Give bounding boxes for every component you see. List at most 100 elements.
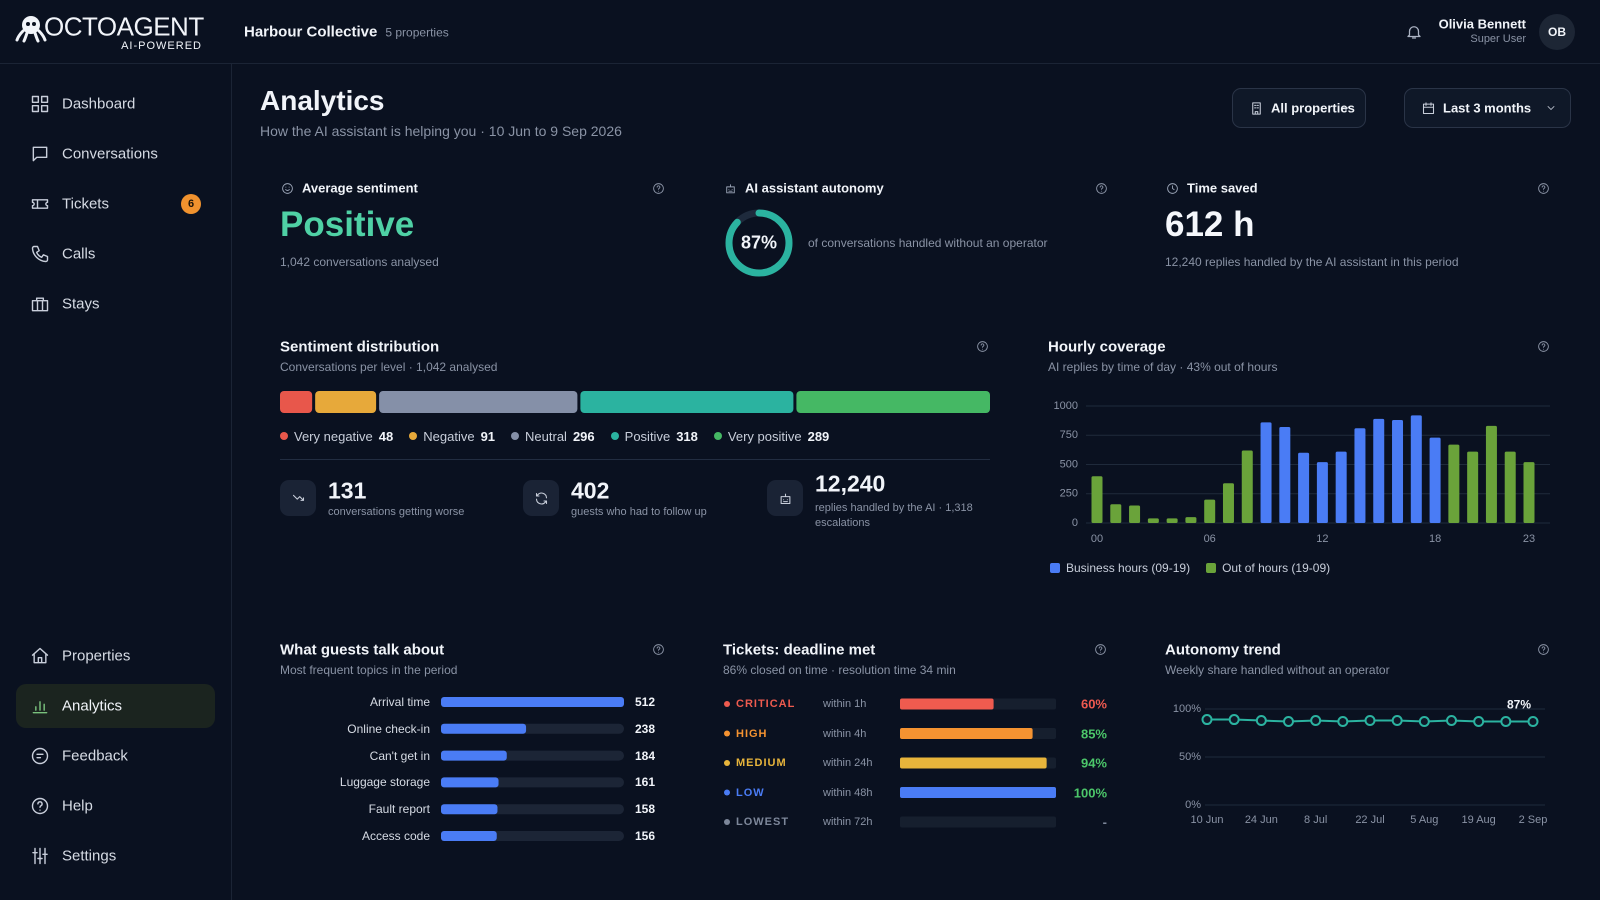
- chart-svg: 0% 50% 100% 87% 10 Jun 24 Jun 8 Jul 22 Jul 5 Aug…: [1173, 698, 1548, 826]
- kpi-note: of conversations handled without an oper…: [808, 236, 1048, 250]
- legend-label: Neutral: [525, 428, 567, 444]
- nav-icon: [31, 647, 49, 664]
- help-icon: [1095, 182, 1107, 194]
- point: [1310, 715, 1322, 727]
- y-tick-label: 250: [1060, 488, 1078, 500]
- nav-item[interactable]: Analytics: [62, 697, 123, 715]
- topic-value: 238: [635, 721, 656, 736]
- nav-item[interactable]: Stays: [62, 295, 100, 313]
- legend-label: Very negative: [294, 428, 373, 444]
- x-tick-label: 23: [1523, 533, 1535, 545]
- icon-path: [1094, 643, 1106, 655]
- segment: [379, 391, 578, 413]
- chart-svg: [441, 697, 624, 841]
- nav-item[interactable]: Calls: [62, 245, 96, 263]
- icon-path: [31, 199, 49, 209]
- bar: [1204, 499, 1216, 523]
- icon-path: [1407, 26, 1421, 39]
- nav-item[interactable]: Dashboard: [62, 95, 136, 113]
- filter-label[interactable]: All properties: [1271, 100, 1355, 116]
- priority-label: CRITICAL: [736, 698, 796, 710]
- logo-text: OCTOAGENT: [44, 11, 204, 42]
- icon-path: [1095, 182, 1107, 194]
- legend-label: Very positive: [727, 428, 802, 444]
- stat-icon: [780, 493, 790, 504]
- card: Time saved 612 h 12,240 replies handled by…: [1145, 161, 1571, 298]
- filter-button[interactable]: [1232, 88, 1366, 128]
- icon-path: [292, 494, 304, 501]
- kpi-value: Positive: [280, 205, 415, 244]
- legend-label: Business hours (09-19): [1066, 561, 1191, 575]
- nav-item[interactable]: Feedback: [62, 747, 128, 765]
- card: Average sentiment Positive 1,042 conversat…: [260, 161, 686, 298]
- card-title: Sentiment distribution: [280, 338, 440, 356]
- kpi-icon: [281, 182, 293, 194]
- card-subtitle: Weekly share handled without an operator: [1165, 663, 1390, 677]
- topic-value: 161: [635, 775, 656, 790]
- x-tick-label: 22 Jul: [1355, 814, 1384, 826]
- bar: [1241, 450, 1253, 523]
- nav-item[interactable]: Properties: [62, 647, 131, 665]
- nav-item[interactable]: Help: [62, 797, 93, 815]
- deadline: within 4h: [823, 727, 867, 740]
- filter-button[interactable]: [1404, 88, 1571, 128]
- nav-icon: [31, 245, 49, 263]
- priority-label: MEDIUM: [736, 757, 787, 769]
- topic-label: Arrival time: [369, 695, 430, 709]
- org-name: Harbour Collective: [244, 23, 378, 41]
- legend-dot: [280, 432, 288, 440]
- nav-icon: [31, 199, 49, 209]
- deadline: within 24h: [823, 757, 873, 769]
- notifications: [1407, 26, 1421, 39]
- legend-swatch: [1206, 563, 1217, 573]
- nav-item[interactable]: Conversations: [62, 145, 158, 163]
- help-icon: [1537, 340, 1549, 352]
- x-tick-label: 8 Jul: [1304, 814, 1327, 826]
- help-icon: [652, 182, 664, 194]
- user-role: Super User: [1470, 33, 1526, 45]
- y-tick-label: 750: [1060, 429, 1078, 441]
- bar: [441, 804, 498, 815]
- kpi-title: Average sentiment: [302, 180, 418, 196]
- icon-path: [1537, 643, 1549, 655]
- x-tick-label: 5 Aug: [1410, 814, 1438, 826]
- stat-value: 402: [571, 477, 610, 504]
- icon-path: [976, 340, 988, 352]
- deadline: within 48h: [823, 786, 873, 799]
- bar: [1222, 483, 1234, 523]
- filter-label[interactable]: Last 3 months: [1443, 100, 1532, 116]
- legend-value: 318: [676, 428, 698, 444]
- help-icon: [1094, 643, 1106, 655]
- legend-value: 289: [807, 428, 830, 444]
- nav-item[interactable]: Settings: [62, 847, 117, 865]
- icon-path: [652, 643, 664, 655]
- stat-icon: [292, 494, 304, 501]
- icon-path: [31, 647, 49, 664]
- filter-chevron: [1342, 106, 1350, 110]
- nav-active-bg: [16, 684, 215, 728]
- bar: [441, 777, 499, 788]
- y-tick-label: 0: [1072, 517, 1078, 529]
- logo-eye: [26, 22, 30, 26]
- bar: [441, 697, 624, 707]
- stat-label: replies handled by the AI · 1,318 escala…: [815, 502, 973, 529]
- bar: [900, 757, 1047, 769]
- avatar[interactable]: OB: [1539, 14, 1575, 50]
- point: [1364, 715, 1376, 727]
- bar: [1260, 422, 1272, 523]
- x-tick-label: 10 Jun: [1190, 814, 1223, 826]
- nav-item[interactable]: Tickets: [62, 195, 109, 213]
- segment: [280, 391, 313, 413]
- legend-dot: [409, 432, 418, 440]
- topic-label: Online check-in: [347, 721, 430, 736]
- chart-svg: 0 250 500 750 1000 00 06 12 18 23: [1054, 400, 1550, 545]
- help-icon: [976, 340, 988, 352]
- icon-path: [780, 493, 790, 504]
- segment: [580, 391, 794, 413]
- priority-dot: [724, 760, 730, 766]
- topic-value: 158: [635, 802, 656, 817]
- bar: [900, 698, 994, 710]
- bar: [441, 750, 507, 761]
- kpi-ring-label: 87%: [740, 232, 778, 253]
- icon-path: [31, 797, 49, 815]
